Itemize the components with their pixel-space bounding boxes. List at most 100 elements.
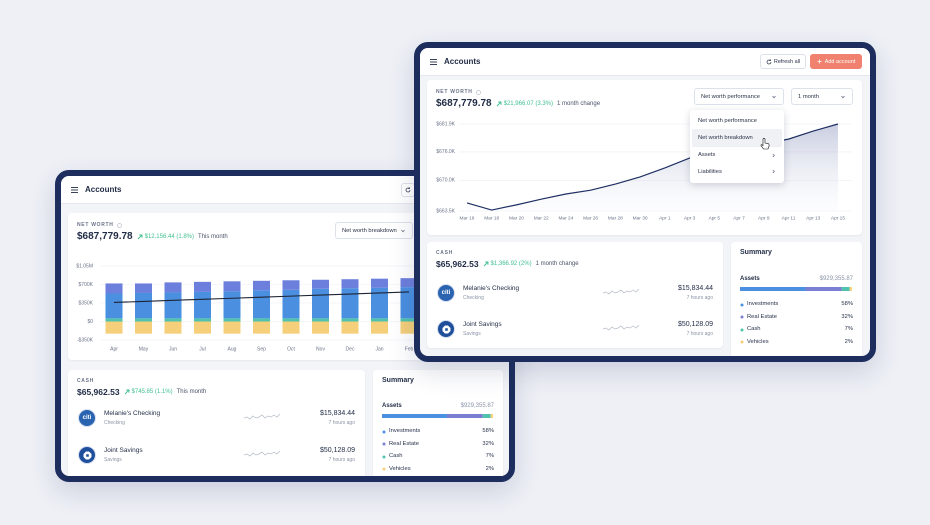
section-label: NET WORTH xyxy=(436,89,473,95)
refresh-shape xyxy=(766,58,772,64)
y-tick-label: -$350K xyxy=(77,337,94,343)
item-share: 7% xyxy=(844,326,853,332)
sparkline xyxy=(603,324,640,331)
sparkline-path xyxy=(603,288,640,295)
chevron-shape xyxy=(401,229,405,232)
bank-icon xyxy=(83,451,91,459)
account-type: Savings xyxy=(104,457,122,463)
bar-segment xyxy=(282,289,300,319)
sparkline xyxy=(244,413,281,420)
submenu-chevron xyxy=(772,169,775,174)
up-arrow-icon xyxy=(483,261,488,267)
refresh-button[interactable]: Refresh all xyxy=(760,54,806,69)
summary-title: Summary xyxy=(740,249,772,256)
dropdown[interactable]: Net worth breakdown xyxy=(335,222,413,239)
menu-item[interactable]: Net worth breakdown xyxy=(692,129,782,146)
allocation-segment xyxy=(740,287,806,291)
bar-segment xyxy=(194,321,211,334)
net-worth-chart: $1.05M $700K $350K $0 -$350K Apr May Jun Jul Aug S… xyxy=(76,263,509,352)
x-tick-label: Mar 24 xyxy=(558,215,573,221)
legend-dot xyxy=(382,442,386,446)
x-tick-label: Mar 28 xyxy=(608,215,623,221)
account-name: Melanie's Checking xyxy=(104,410,161,417)
item-name: Real Estate xyxy=(389,440,419,447)
x-tick-label: Apr 7 xyxy=(733,215,745,221)
legend-dot xyxy=(740,303,744,306)
dot xyxy=(382,442,386,446)
arrow-shape xyxy=(124,389,129,395)
add-account-button[interactable]: Add account xyxy=(810,54,862,69)
add-account-label: Add account xyxy=(824,58,856,65)
legend-dot xyxy=(382,455,386,458)
x-tick-label: Jan xyxy=(375,346,383,352)
bar-segment xyxy=(135,321,152,334)
bar-segment xyxy=(194,291,211,319)
refresh-button[interactable] xyxy=(401,183,415,197)
menu-item[interactable]: Assets xyxy=(692,146,782,163)
hand-cursor xyxy=(760,138,770,150)
summary-card: Summary Assets $929,355.87 Investments 58% Re… xyxy=(373,370,503,476)
account-balance: $15,834.44 xyxy=(677,285,713,292)
item-name: Vehicles xyxy=(747,338,769,345)
bar-segment xyxy=(135,292,152,319)
info-icon xyxy=(116,222,122,228)
x-tick-label: Apr 15 xyxy=(831,215,845,221)
x-tick-label: Apr 5 xyxy=(709,215,721,221)
item-name: Real Estate xyxy=(747,313,777,320)
refresh-icon xyxy=(766,58,772,64)
item-share: 32% xyxy=(841,313,853,320)
bar-segment xyxy=(371,287,388,319)
menu-item-label: Net worth breakdown xyxy=(698,134,753,141)
change-period: 1 month change xyxy=(535,261,579,267)
bar-segment xyxy=(105,321,123,334)
bar-segment xyxy=(253,280,270,291)
item-name: Cash xyxy=(747,326,761,332)
x-tick-label: Mar 16 xyxy=(460,215,475,221)
info-circle xyxy=(116,222,122,228)
legend-dot xyxy=(740,315,744,319)
chevron-shape xyxy=(841,95,845,98)
bar-segment xyxy=(164,282,182,293)
bar-segment xyxy=(135,283,152,293)
cash-card: CASH $65,962.53 $1,366.92 (2%) 1 month chan… xyxy=(427,242,723,348)
logo-text: citi xyxy=(82,415,92,421)
y-tick-label: $681.9K xyxy=(436,121,455,127)
account-logo xyxy=(437,320,455,338)
bar-segment xyxy=(105,318,123,322)
dropdown[interactable]: Net worth performance xyxy=(694,88,784,105)
chevron-shape xyxy=(772,153,775,158)
bar-segment xyxy=(164,292,182,319)
allocation-bar xyxy=(740,287,852,291)
x-tick-label: Nov xyxy=(316,346,325,352)
bar-segment xyxy=(312,321,329,334)
cash-card: CASH $65,962.53 $745.85 (1.1%) This month ci… xyxy=(68,370,365,476)
menu-icon xyxy=(430,59,437,65)
dropdown[interactable]: 1 month xyxy=(791,88,853,105)
section-label-row: CASH xyxy=(77,378,94,384)
item-name: Investments xyxy=(389,428,421,434)
y-tick-label: $0 xyxy=(87,319,93,325)
summary-title: Summary xyxy=(382,377,414,384)
dropdown-label: 1 month xyxy=(798,93,819,100)
info-circle xyxy=(475,89,481,95)
amount-row: $65,962.53 $1,366.92 (2%) 1 month change xyxy=(436,259,579,269)
page-title: Accounts xyxy=(444,57,481,66)
up-arrow-icon xyxy=(496,101,502,106)
assets-total: $929,355.87 xyxy=(819,276,853,282)
plus-icon xyxy=(817,59,822,64)
dot xyxy=(740,340,744,344)
sparkline-path xyxy=(244,413,281,420)
menu-item-label: Net worth performance xyxy=(698,117,757,124)
bank-icon xyxy=(442,325,450,333)
menu-item[interactable]: Net worth performance xyxy=(692,112,782,129)
bar-segment xyxy=(312,318,329,322)
account-type: Savings xyxy=(463,331,481,337)
menu-item[interactable]: Liabilities xyxy=(692,163,782,180)
bank-shape xyxy=(442,325,450,333)
trend-line xyxy=(113,291,410,304)
bar-segment xyxy=(282,318,300,322)
account-name: Joint Savings xyxy=(463,321,502,328)
net-worth-card: $681.9K $676.0K $670.0K $663.5K Mar 16 Mar 18… xyxy=(427,80,862,235)
section-label-row: NET WORTH xyxy=(436,89,481,95)
